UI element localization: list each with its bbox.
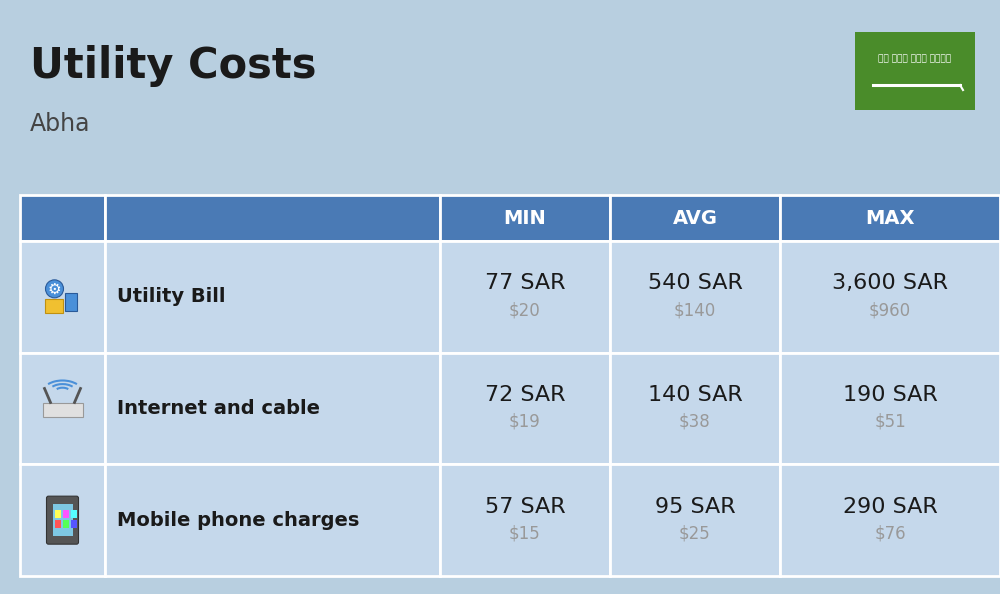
Bar — [855, 32, 975, 110]
Bar — [52, 504, 72, 536]
Text: 57 SAR: 57 SAR — [485, 497, 565, 517]
Text: $19: $19 — [509, 413, 541, 431]
Text: Utility Costs: Utility Costs — [30, 45, 316, 87]
Bar — [780, 353, 1000, 465]
Text: لا إله إلا الله: لا إله إلا الله — [878, 55, 952, 64]
Text: 77 SAR: 77 SAR — [485, 273, 565, 293]
Text: $960: $960 — [869, 301, 911, 319]
Bar — [20, 353, 105, 465]
FancyBboxPatch shape — [46, 496, 78, 544]
Bar — [70, 520, 76, 528]
Text: 290 SAR: 290 SAR — [843, 497, 937, 517]
Circle shape — [46, 280, 64, 298]
Bar — [105, 465, 440, 576]
Bar — [64, 293, 76, 311]
Bar — [54, 520, 60, 528]
Bar — [42, 403, 82, 416]
Bar — [62, 520, 68, 528]
Bar — [44, 299, 62, 313]
Text: Internet and cable: Internet and cable — [117, 399, 320, 418]
Text: $140: $140 — [674, 301, 716, 319]
Bar — [440, 465, 610, 576]
Text: $51: $51 — [874, 413, 906, 431]
Text: $20: $20 — [509, 301, 541, 319]
Bar — [62, 510, 68, 518]
Bar — [105, 195, 440, 241]
Bar — [440, 195, 610, 241]
Bar — [780, 241, 1000, 353]
Text: $38: $38 — [679, 413, 711, 431]
Text: ⚙: ⚙ — [48, 282, 61, 296]
Text: $25: $25 — [679, 525, 711, 542]
Text: 190 SAR: 190 SAR — [843, 385, 937, 405]
Bar — [20, 241, 105, 353]
Text: MIN: MIN — [504, 208, 546, 228]
Bar — [610, 195, 780, 241]
Bar — [20, 195, 105, 241]
Text: 3,600 SAR: 3,600 SAR — [832, 273, 948, 293]
Text: AVG: AVG — [672, 208, 718, 228]
Bar — [440, 241, 610, 353]
Bar — [70, 510, 76, 518]
Bar — [105, 353, 440, 465]
Text: $15: $15 — [509, 525, 541, 542]
Text: 72 SAR: 72 SAR — [485, 385, 565, 405]
Bar — [20, 465, 105, 576]
Text: $76: $76 — [874, 525, 906, 542]
Text: Utility Bill: Utility Bill — [117, 287, 226, 307]
Text: Abha: Abha — [30, 112, 90, 136]
Bar — [440, 353, 610, 465]
Bar — [780, 465, 1000, 576]
Bar — [780, 195, 1000, 241]
Bar — [610, 241, 780, 353]
Bar — [610, 353, 780, 465]
Text: 540 SAR: 540 SAR — [648, 273, 742, 293]
Text: MAX: MAX — [865, 208, 915, 228]
Text: 140 SAR: 140 SAR — [648, 385, 742, 405]
Text: 95 SAR: 95 SAR — [655, 497, 735, 517]
Bar — [54, 510, 60, 518]
Text: Mobile phone charges: Mobile phone charges — [117, 511, 359, 530]
Bar — [105, 241, 440, 353]
Bar — [610, 465, 780, 576]
